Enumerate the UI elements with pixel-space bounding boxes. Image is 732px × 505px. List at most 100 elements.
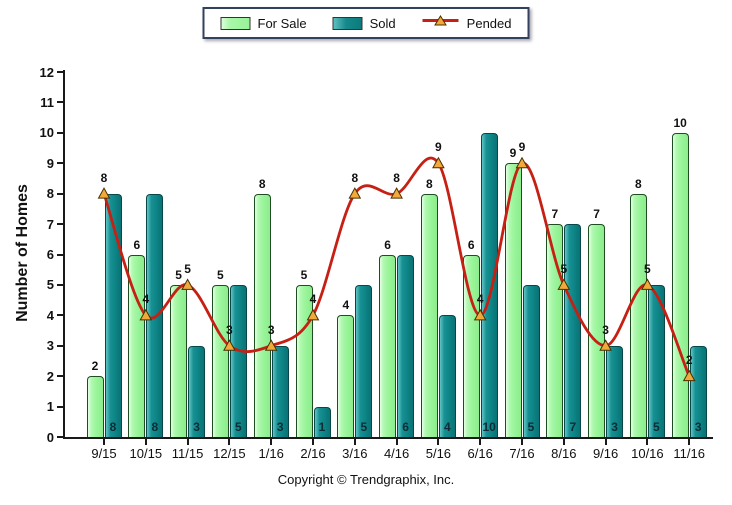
pended-marker-icon xyxy=(348,187,362,199)
pended-value-label: 4 xyxy=(476,292,484,307)
sold-bar xyxy=(689,345,707,437)
x-tick-label: 11/16 xyxy=(673,446,705,461)
for-sale-bar xyxy=(379,254,397,437)
sold-bar xyxy=(229,284,247,437)
sold-bar xyxy=(564,224,582,437)
x-tick-label: 1/16 xyxy=(258,446,284,461)
pended-value-label: 5 xyxy=(644,261,651,276)
x-tick-label: 12/15 xyxy=(213,446,246,461)
x-axis-tick xyxy=(521,439,523,445)
y-tick-label: 3 xyxy=(46,338,54,354)
sold-bar xyxy=(522,284,540,437)
pended-value-label: 8 xyxy=(393,170,400,185)
y-tick-label: 1 xyxy=(46,399,54,415)
pended-marker-icon xyxy=(390,187,403,199)
x-axis-tick xyxy=(479,439,482,445)
x-tick-label: 9/15 xyxy=(91,446,117,461)
sold-value-label: 5 xyxy=(360,420,368,434)
sold-bar xyxy=(355,284,373,437)
y-tick-label: 5 xyxy=(46,277,54,293)
sold-value-label: 3 xyxy=(694,420,702,434)
y-tick-label: 2 xyxy=(46,368,54,384)
for-sale-bar xyxy=(504,163,522,437)
x-axis-tick xyxy=(312,439,314,445)
y-tick-label: 4 xyxy=(46,307,54,323)
for-sale-bar xyxy=(86,376,104,437)
for-sale-bar xyxy=(420,193,438,437)
pended-line-icon xyxy=(422,14,460,32)
for-sale-value-label: 7 xyxy=(551,207,559,222)
for-sale-value-label: 6 xyxy=(133,237,141,252)
y-axis-tick xyxy=(57,192,63,195)
sold-value-label: 5 xyxy=(653,420,660,434)
pended-value-label: 2 xyxy=(685,353,693,368)
y-axis-tick xyxy=(57,253,63,256)
y-tick-label: 11 xyxy=(40,94,54,110)
for-sale-value-label: 6 xyxy=(467,237,475,252)
for-sale-bar xyxy=(629,193,647,437)
sold-value-label: 7 xyxy=(569,420,577,434)
x-axis-tick xyxy=(270,439,273,445)
x-tick-label: 5/16 xyxy=(425,446,452,461)
sold-value-label: 3 xyxy=(611,420,618,434)
y-axis-tick xyxy=(57,436,63,438)
x-axis-line xyxy=(63,437,713,439)
for-sale-bar xyxy=(253,193,271,437)
for-sale-swatch-icon xyxy=(220,16,251,30)
for-sale-bar xyxy=(295,284,313,437)
sold-bar xyxy=(438,315,456,437)
for-sale-value-label: 5 xyxy=(300,267,308,282)
for-sale-bar xyxy=(546,224,564,437)
legend-item-for-sale: For Sale xyxy=(220,16,307,31)
x-tick-label: 3/16 xyxy=(342,446,368,461)
pended-value-label: 3 xyxy=(267,322,275,337)
for-sale-value-label: 4 xyxy=(342,298,350,313)
sold-value-label: 6 xyxy=(402,420,409,434)
y-axis-tick xyxy=(57,405,63,408)
x-axis-tick xyxy=(688,439,691,445)
pended-value-label: 8 xyxy=(100,170,108,185)
sold-value-label: 8 xyxy=(109,420,117,434)
for-sale-bar xyxy=(337,315,355,437)
y-axis-tick xyxy=(57,344,63,347)
x-tick-label: 10/16 xyxy=(631,446,664,461)
for-sale-bar xyxy=(462,254,480,437)
x-axis-tick xyxy=(604,439,607,445)
x-axis-tick xyxy=(562,439,565,445)
y-axis-tick xyxy=(57,162,63,165)
for-sale-value-label: 8 xyxy=(258,176,266,191)
legend-label-sold: Sold xyxy=(369,15,396,31)
pended-value-label: 9 xyxy=(435,140,442,155)
pended-value-label: 5 xyxy=(560,261,568,276)
legend-item-pended: Pended xyxy=(422,14,512,32)
sold-bar xyxy=(480,132,498,437)
sold-value-label: 3 xyxy=(193,420,200,434)
y-tick-label: 7 xyxy=(46,216,54,232)
y-tick-label: 8 xyxy=(46,186,54,202)
for-sale-bar xyxy=(671,132,689,437)
x-tick-label: 8/16 xyxy=(551,446,577,461)
sold-value-label: 4 xyxy=(444,420,451,434)
sold-bar xyxy=(104,193,122,437)
sold-value-label: 5 xyxy=(527,420,535,434)
x-axis-tick xyxy=(437,439,440,445)
x-axis-tick xyxy=(186,439,189,445)
for-sale-value-label: 6 xyxy=(384,237,391,252)
pended-value-label: 5 xyxy=(184,261,191,276)
sold-bar xyxy=(313,406,331,437)
y-axis-tick xyxy=(57,223,63,226)
pended-value-label: 4 xyxy=(309,292,317,307)
for-sale-value-label: 2 xyxy=(91,359,99,374)
y-tick-label: 9 xyxy=(46,155,54,171)
x-axis-tick xyxy=(395,439,398,445)
pended-value-label: 3 xyxy=(226,322,233,337)
for-sale-value-label: 7 xyxy=(593,207,600,222)
sold-bar xyxy=(397,254,415,437)
sold-bar xyxy=(146,193,164,437)
x-tick-label: 10/15 xyxy=(129,446,163,461)
x-axis-tick xyxy=(144,439,147,445)
x-axis-tick xyxy=(103,439,105,445)
x-tick-label: 9/16 xyxy=(592,446,619,461)
y-axis-line xyxy=(63,70,65,439)
for-sale-value-label: 8 xyxy=(426,176,433,191)
